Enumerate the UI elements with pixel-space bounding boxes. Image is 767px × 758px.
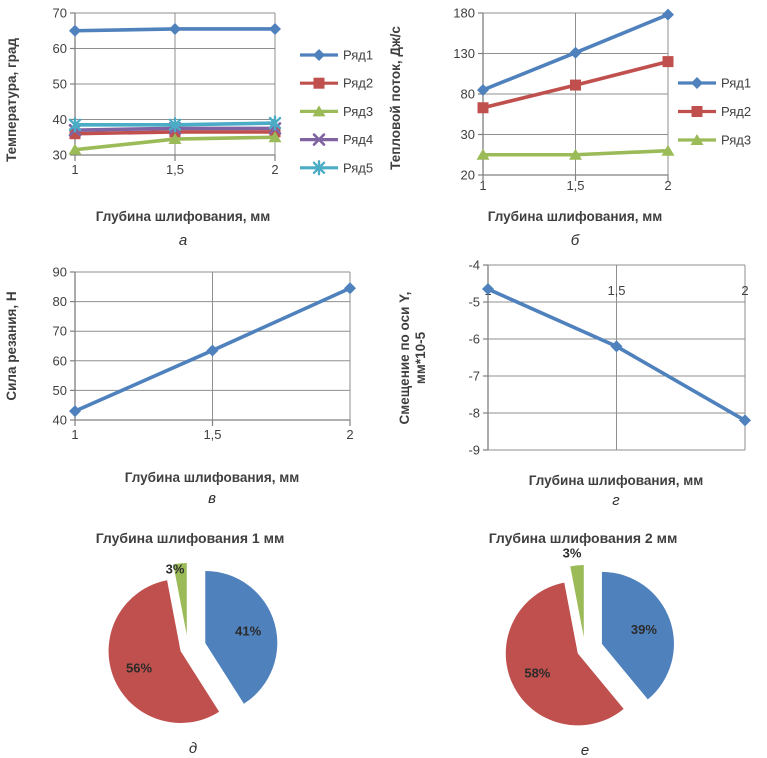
- svg-text:56%: 56%: [126, 660, 152, 675]
- svg-text:Ряд1: Ряд1: [343, 48, 373, 63]
- svg-text:-7: -7: [468, 369, 480, 384]
- svg-text:1,5: 1,5: [203, 427, 221, 442]
- svg-text:-9: -9: [468, 443, 480, 458]
- svg-text:130: 130: [453, 46, 475, 61]
- svg-text:50: 50: [53, 383, 67, 398]
- svg-text:1: 1: [71, 162, 78, 177]
- svg-text:1: 1: [71, 427, 78, 442]
- svg-text:Глубина шлифования, мм: Глубина шлифования, мм: [488, 209, 662, 224]
- svg-text:Смещение по оси Y,: Смещение по оси Y,: [397, 292, 412, 425]
- svg-text:2: 2: [741, 283, 748, 298]
- svg-text:Сила резания, Н: Сила резания, Н: [4, 291, 19, 400]
- svg-text:г: г: [612, 492, 620, 509]
- svg-text:-4: -4: [468, 258, 480, 273]
- svg-text:40: 40: [53, 112, 67, 127]
- svg-text:д: д: [189, 740, 197, 757]
- svg-text:2: 2: [664, 178, 671, 193]
- svg-text:60: 60: [53, 41, 67, 56]
- svg-text:50: 50: [53, 77, 67, 92]
- chart-cutting-force-vs-grinding-depth: 90 80 70 60 50 40 1 1,5 2 Сила резания, Н Глубина …: [4, 265, 356, 507]
- svg-text:2: 2: [346, 427, 353, 442]
- svg-text:е: е: [581, 742, 589, 758]
- pie-grinding-depth-1mm: 41% 56% 3% Глубина шлифования 1 мм д: [96, 530, 285, 757]
- svg-text:90: 90: [53, 265, 67, 280]
- svg-text:Глубина шлифования 2 мм: Глубина шлифования 2 мм: [489, 530, 678, 546]
- svg-text:40: 40: [53, 413, 67, 428]
- svg-text:1: 1: [479, 178, 486, 193]
- svg-text:Температура, град: Температура, град: [4, 38, 19, 162]
- svg-text:Глубина шлифования 1 мм: Глубина шлифования 1 мм: [96, 530, 285, 546]
- svg-text:30: 30: [461, 127, 475, 142]
- svg-text:-8: -8: [468, 406, 480, 421]
- chart-heat-flow-vs-grinding-depth: 180 130 80 30 20 1 1,5 2 Тепловой поток, Дж/с Глу…: [388, 6, 751, 250]
- svg-text:70: 70: [53, 324, 67, 339]
- chart-temperature-vs-grinding-depth: 70 60 50 40 30 1 1,5 2 Температура, град Глубина …: [4, 6, 373, 250]
- svg-text:мм*10-5: мм*10-5: [413, 331, 428, 384]
- svg-text:1,5: 1,5: [166, 162, 184, 177]
- svg-text:1,5: 1,5: [607, 283, 625, 298]
- svg-text:80: 80: [461, 87, 475, 102]
- svg-text:1,5: 1,5: [566, 178, 584, 193]
- svg-text:-6: -6: [468, 332, 480, 347]
- svg-text:20: 20: [461, 168, 475, 183]
- svg-text:а: а: [179, 232, 187, 249]
- svg-text:Глубина шлифования, мм: Глубина шлифования, мм: [125, 470, 299, 485]
- svg-text:41%: 41%: [235, 624, 261, 639]
- svg-text:3%: 3%: [166, 561, 185, 576]
- svg-text:Ряд2: Ряд2: [721, 104, 751, 119]
- svg-text:180: 180: [453, 6, 475, 21]
- svg-text:Ряд3: Ряд3: [343, 104, 373, 119]
- pie-grinding-depth-2mm: 39% 58% 3%Глубина шлифования 2 мм е: [489, 530, 678, 758]
- svg-text:Ряд5: Ряд5: [343, 160, 373, 175]
- svg-text:2: 2: [271, 162, 278, 177]
- svg-text:70: 70: [53, 6, 67, 21]
- svg-text:б: б: [571, 232, 580, 249]
- svg-text:58%: 58%: [524, 665, 550, 680]
- svg-text:80: 80: [53, 294, 67, 309]
- svg-text:Тепловой поток, Дж/с: Тепловой поток, Дж/с: [388, 26, 403, 170]
- svg-text:Ряд3: Ряд3: [721, 133, 751, 148]
- svg-text:Глубина шлифования, мм: Глубина шлифования, мм: [96, 209, 270, 224]
- svg-text:60: 60: [53, 353, 67, 368]
- svg-text:Ряд1: Ряд1: [721, 76, 751, 91]
- svg-text:39%: 39%: [631, 622, 657, 637]
- svg-text:в: в: [208, 490, 216, 507]
- svg-text:-5: -5: [468, 295, 480, 310]
- svg-text:3%: 3%: [563, 545, 582, 560]
- svg-text:Глубина шлифования, мм: Глубина шлифования, мм: [529, 473, 703, 488]
- svg-text:Ряд4: Ряд4: [343, 132, 373, 147]
- svg-text:30: 30: [53, 148, 67, 163]
- svg-text:Ряд2: Ряд2: [343, 76, 373, 91]
